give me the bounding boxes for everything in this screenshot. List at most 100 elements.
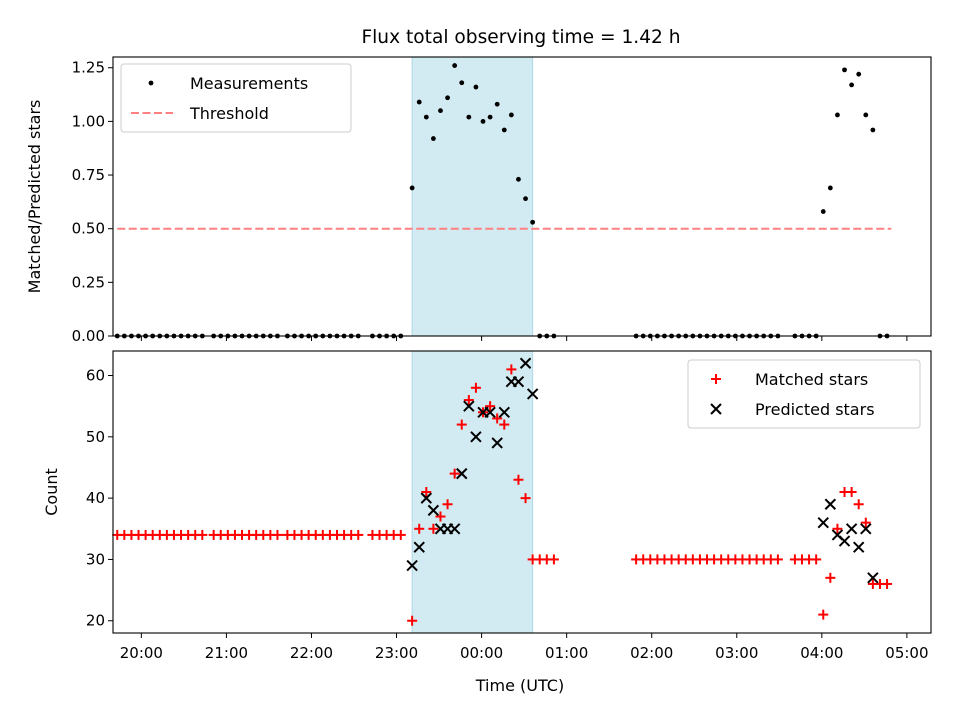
measurement-point xyxy=(452,63,458,68)
predicted-star-point xyxy=(413,541,425,553)
measurement-point xyxy=(480,118,486,124)
x-tick-label: 23:00 xyxy=(375,644,418,662)
matched-star-point xyxy=(860,517,871,528)
top-shaded-span xyxy=(411,56,534,337)
measurement-point xyxy=(863,112,869,118)
top-y-ticks: 0.00 0.25 0.50 0.75 1.00 1.25 xyxy=(72,59,113,345)
matched-star-point xyxy=(435,511,446,522)
x-axis-label: Time (UTC) xyxy=(475,676,564,695)
x-tick-label: 02:00 xyxy=(630,644,673,662)
legend-measurements-marker xyxy=(148,80,154,86)
x-tick-label: 22:00 xyxy=(290,644,333,662)
bottom-predicted-points xyxy=(406,357,879,584)
chart-title: Flux total observing time = 1.42 h xyxy=(361,27,680,48)
x-tick-label: 00:00 xyxy=(460,644,503,662)
measurement-point xyxy=(473,84,479,90)
matched-star-point xyxy=(772,554,783,565)
predicted-star-point xyxy=(824,498,837,510)
matched-star-point xyxy=(272,529,283,540)
y-tick-label: 40 xyxy=(86,489,105,507)
bottom-plot-frame xyxy=(112,350,932,634)
matched-star-point xyxy=(818,609,829,620)
top-x-ticks xyxy=(140,336,908,341)
legend-matched-marker xyxy=(711,374,721,384)
matched-star-point xyxy=(353,529,364,540)
predicted-star-point xyxy=(519,357,532,369)
matched-star-point xyxy=(832,523,843,534)
y-tick-label: 50 xyxy=(86,428,105,446)
predicted-star-point xyxy=(512,375,525,388)
measurement-point xyxy=(523,196,528,202)
x-tick-label: 05:00 xyxy=(885,644,928,662)
observation-window xyxy=(411,56,534,337)
matched-star-point xyxy=(825,572,836,583)
measurement-point xyxy=(842,67,847,73)
y-tick-label: 60 xyxy=(86,367,105,385)
measurement-point xyxy=(494,101,500,107)
x-tick-label: 21:00 xyxy=(205,644,248,662)
bottom-y-axis-label: Count xyxy=(42,468,61,516)
measurement-point xyxy=(438,108,443,114)
top-legend-box xyxy=(120,63,352,133)
legend-threshold-label: Threshold xyxy=(189,104,269,123)
predicted-star-point xyxy=(867,572,879,584)
matched-star-point xyxy=(407,615,418,626)
measurement-point xyxy=(530,219,536,225)
measurement-point xyxy=(487,114,493,120)
predicted-star-point xyxy=(484,406,496,419)
y-tick-label: 1.00 xyxy=(72,112,105,130)
y-tick-label: 30 xyxy=(86,550,105,568)
measurement-point xyxy=(849,82,855,88)
matched-star-point xyxy=(456,419,467,430)
matched-star-point xyxy=(470,382,481,393)
predicted-star-point xyxy=(491,437,503,449)
matched-star-point xyxy=(485,401,496,412)
predicted-star-point xyxy=(845,523,858,535)
predicted-star-point xyxy=(427,504,440,517)
measurement-point xyxy=(423,114,429,120)
measurement-point xyxy=(870,127,876,133)
bottom-legend: Matched stars Predicted stars xyxy=(687,359,921,429)
measurement-point xyxy=(516,176,521,182)
matched-star-point xyxy=(513,474,524,485)
matched-star-point xyxy=(197,529,208,540)
top-panel: 0.00 0.25 0.50 0.75 1.00 1.25 Matched/Predict… xyxy=(25,56,932,345)
matched-star-point xyxy=(548,554,559,565)
matched-star-point xyxy=(449,468,460,479)
matched-star-point xyxy=(414,523,425,534)
top-y-axis-label: Matched/Predicted stars xyxy=(25,100,44,294)
y-tick-label: 1.25 xyxy=(72,59,105,77)
measurement-point xyxy=(501,127,507,133)
matched-star-point xyxy=(853,499,864,510)
matched-star-point xyxy=(395,529,406,540)
measurement-point xyxy=(820,209,826,214)
x-tick-label: 01:00 xyxy=(545,644,588,662)
matched-star-point xyxy=(882,578,893,589)
legend-measurements-label: Measurements xyxy=(190,74,308,93)
predicted-star-point xyxy=(470,431,482,443)
measurement-point xyxy=(466,114,472,120)
measurement-point xyxy=(856,71,862,77)
measurement-point xyxy=(508,112,514,118)
matched-star-point xyxy=(846,487,857,497)
measurement-point xyxy=(430,136,436,141)
top-plot-frame xyxy=(112,56,932,337)
bottom-matched-points xyxy=(112,364,893,626)
y-tick-label: 20 xyxy=(86,612,105,630)
top-legend: Measurements Threshold xyxy=(120,63,352,133)
legend-predicted-label: Predicted stars xyxy=(755,400,875,419)
measurement-point xyxy=(827,185,833,191)
measurement-point xyxy=(409,185,415,191)
legend-predicted-marker xyxy=(710,403,722,415)
y-tick-label: 0.75 xyxy=(72,166,105,184)
predicted-star-point xyxy=(448,523,461,535)
bottom-x-ticks: 20:00 21:00 22:00 23:00 00:00 01:00 02:00 03:00… xyxy=(120,633,929,662)
matched-star-point xyxy=(811,554,822,565)
predicted-star-point xyxy=(463,400,475,412)
predicted-star-point xyxy=(420,492,433,504)
matched-star-point xyxy=(421,487,432,497)
matched-star-point xyxy=(520,493,531,504)
x-tick-label: 03:00 xyxy=(715,644,758,662)
